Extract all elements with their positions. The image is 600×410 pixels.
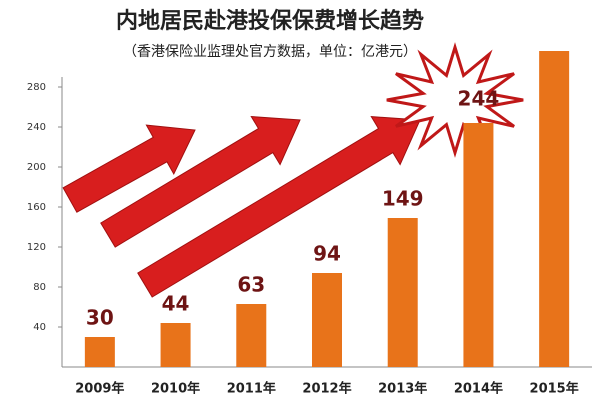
- arrow: [100, 115, 301, 248]
- x-tick-label: 2010年: [151, 381, 200, 397]
- x-tick-label: 2009年: [75, 381, 124, 397]
- y-tick-label: 120: [27, 242, 46, 253]
- value-label: 63: [237, 273, 265, 297]
- x-tick-label: 2014年: [454, 381, 503, 397]
- bar: [539, 51, 570, 367]
- y-tick-label: 80: [33, 282, 46, 293]
- chart-title: 内地居民赴港投保保费增长趋势: [116, 8, 424, 34]
- decoration: [62, 42, 524, 298]
- arrow: [137, 116, 421, 298]
- chart-subtitle: （香港保险业监理处官方数据，单位：亿港元）: [123, 44, 417, 60]
- bar: [160, 323, 191, 367]
- value-label: 149: [382, 187, 424, 211]
- value-label: 94: [313, 242, 341, 266]
- y-tick-label: 160: [27, 202, 46, 213]
- value-label: 244: [458, 87, 500, 111]
- bar: [84, 337, 115, 367]
- bar: [387, 218, 418, 367]
- value-label: 30: [86, 306, 114, 330]
- x-tick-label: 2011年: [227, 381, 276, 397]
- bar: [463, 123, 494, 367]
- y-tick-label: 280: [27, 82, 46, 93]
- y-tick-label: 200: [27, 162, 46, 173]
- arrow: [62, 124, 196, 213]
- value-label: 44: [162, 292, 190, 316]
- x-tick-label: 2013年: [378, 381, 427, 397]
- bar: [312, 273, 342, 367]
- bar: [236, 304, 267, 367]
- y-tick-label: 240: [27, 122, 46, 133]
- x-tick-label: 2015年: [530, 381, 579, 397]
- y-tick-label: 40: [33, 322, 46, 333]
- x-tick-label: 2012年: [302, 381, 351, 397]
